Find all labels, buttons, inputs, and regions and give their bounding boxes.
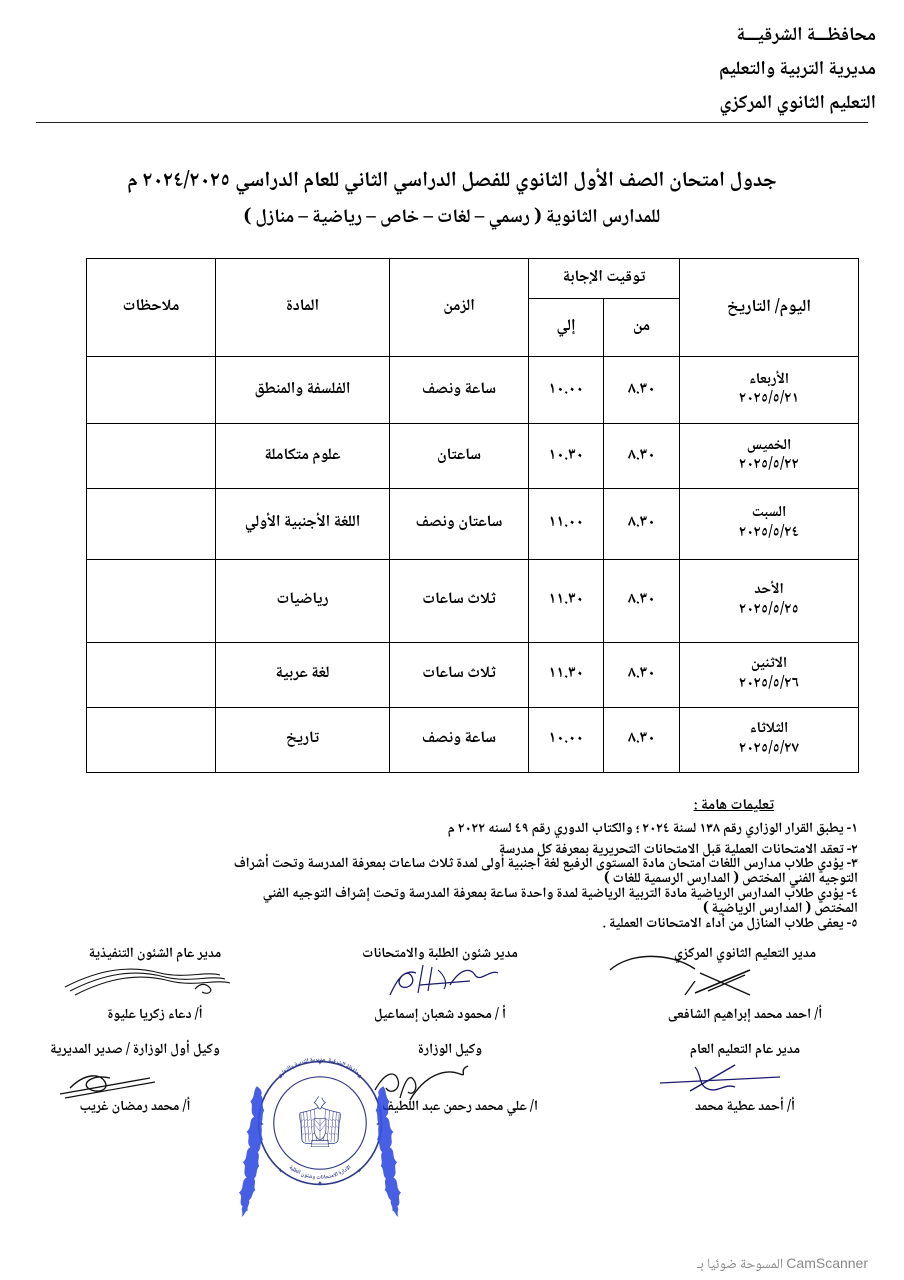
svg-text:✦: ✦ — [278, 1166, 283, 1176]
svg-text:✦: ✦ — [357, 1166, 362, 1176]
